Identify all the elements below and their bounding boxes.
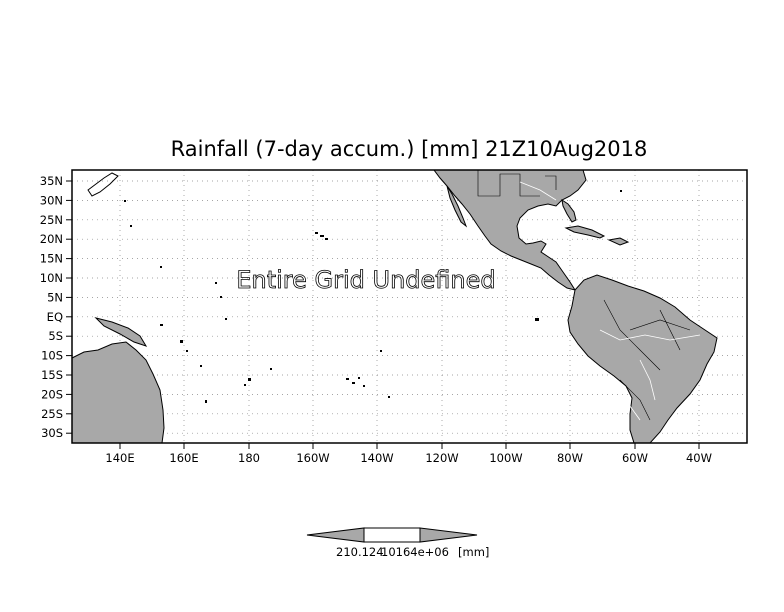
lon-label: 80W bbox=[557, 451, 583, 465]
lon-label: 180 bbox=[238, 451, 260, 465]
lon-label: 140W bbox=[360, 451, 393, 465]
lat-label: 10S bbox=[41, 349, 63, 363]
map-plot-area: Entire Grid Undefined bbox=[71, 169, 748, 444]
lat-label: EQ bbox=[47, 310, 63, 324]
colorbar-label-mid: 10164e+06 bbox=[381, 545, 449, 559]
colorbar-label-unit: [mm] bbox=[458, 545, 489, 559]
florida-peninsula bbox=[561, 198, 577, 223]
lat-label: 25S bbox=[41, 407, 63, 421]
longitude-ticks bbox=[119, 443, 700, 449]
lon-label: 160W bbox=[296, 451, 329, 465]
land-masses bbox=[71, 169, 718, 444]
colorbar-left-arrow bbox=[306, 527, 365, 543]
lat-label: 5N bbox=[47, 290, 63, 304]
lon-label: 60W bbox=[622, 451, 648, 465]
hispaniola bbox=[607, 237, 630, 246]
lon-label: 160E bbox=[169, 451, 198, 465]
australia bbox=[71, 341, 165, 444]
colorbar-middle-segment bbox=[363, 527, 421, 543]
lat-label: 15S bbox=[41, 368, 63, 382]
map-frame bbox=[71, 169, 748, 444]
map-title: Rainfall (7-day accum.) [mm] 21Z10Aug201… bbox=[171, 137, 648, 161]
undefined-grid-notice: Entire Grid Undefined bbox=[236, 266, 495, 294]
rivers bbox=[519, 181, 701, 421]
lat-label: 10N bbox=[40, 271, 63, 285]
lon-label: 140E bbox=[105, 451, 134, 465]
lat-label: 30N bbox=[40, 193, 63, 207]
lon-label: 100W bbox=[489, 451, 522, 465]
lon-label: 120W bbox=[425, 451, 458, 465]
lon-label: 40W bbox=[686, 451, 712, 465]
longitude-axis: 140E 160E 180 160W 140W 120W 100W 80W 60… bbox=[105, 451, 712, 465]
lat-label: 25N bbox=[40, 213, 63, 227]
lat-label: 20S bbox=[41, 387, 63, 401]
lat-label: 20N bbox=[40, 232, 63, 246]
japan bbox=[87, 172, 119, 197]
colorbar-right-arrow bbox=[419, 527, 478, 543]
lat-label: 5S bbox=[48, 329, 63, 343]
latitude-ticks bbox=[66, 180, 72, 434]
lat-label: 15N bbox=[40, 252, 63, 266]
lat-label: 30S bbox=[41, 426, 63, 440]
land-details bbox=[477, 170, 691, 421]
pacific-islands bbox=[124, 190, 622, 403]
cuba bbox=[564, 225, 606, 239]
lat-label: 35N bbox=[40, 174, 63, 188]
colorbar-label-left: 210.124 bbox=[336, 545, 384, 559]
north-central-america bbox=[433, 169, 587, 291]
new-guinea bbox=[94, 317, 148, 347]
south-america bbox=[567, 274, 718, 444]
colorbar: 210.124 10164e+06 [mm] bbox=[306, 527, 489, 559]
latitude-axis: 35N 30N 25N 20N 15N 10N 5N EQ 5S 10S 15S… bbox=[40, 174, 63, 440]
baja-california bbox=[446, 185, 468, 228]
